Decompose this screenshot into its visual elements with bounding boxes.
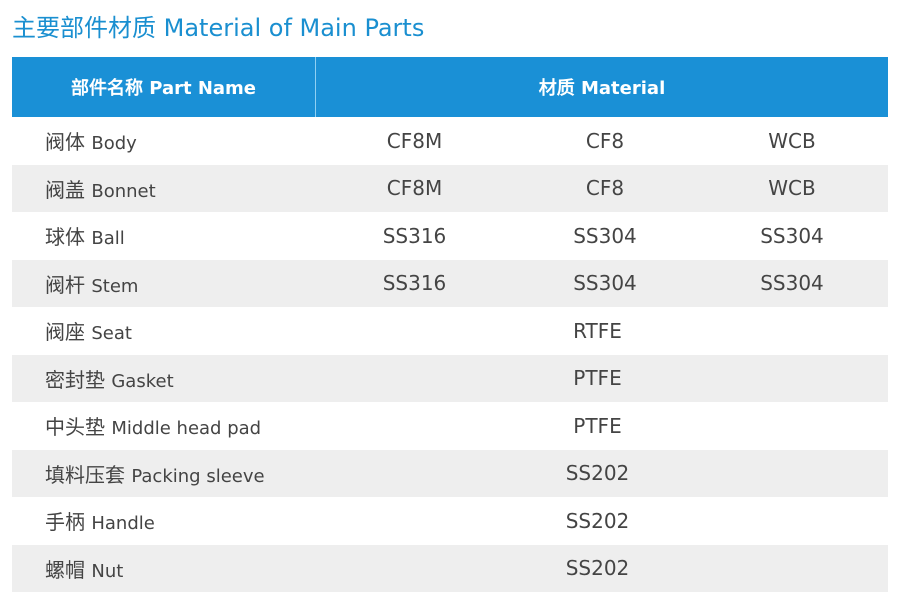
part-name-zh: 阀体 <box>45 130 85 155</box>
material-cell: SS316 <box>382 223 447 248</box>
table-row: 中头垫 Middle head pad PTFE <box>12 402 888 450</box>
part-name-en: Body <box>91 133 137 155</box>
part-name-en: Nut <box>91 560 124 582</box>
material-cell: SS202 <box>565 461 630 486</box>
material-cell: SS304 <box>760 271 824 296</box>
material-cell: WCB <box>768 176 816 201</box>
part-name-zh: 阀盖 <box>45 177 85 202</box>
table-row: 阀盖 Bonnet CF8M CF8 WCB <box>12 164 888 212</box>
part-name-en: Bonnet <box>91 180 156 202</box>
part-name: 球体 Ball <box>12 221 315 250</box>
table-header: 部件名称 Part Name 材质 Material <box>12 57 888 117</box>
material-cell: RTFE <box>573 318 622 343</box>
part-name-zh: 填料压套 <box>45 462 125 487</box>
material-cell: CF8M <box>386 128 443 153</box>
table-row: 球体 Ball SS316 SS304 SS304 <box>12 212 888 260</box>
part-name: 阀杆 Stem <box>12 269 315 298</box>
material-cell: WCB <box>768 128 816 153</box>
material-cell: CF8 <box>585 128 625 153</box>
part-name: 填料压套 Packing sleeve <box>12 459 315 488</box>
part-name: 阀盖 Bonnet <box>12 174 315 203</box>
header-material: 材质 Material <box>538 78 666 99</box>
part-name-zh: 手柄 <box>45 510 85 535</box>
part-name-zh: 中头垫 <box>45 415 105 440</box>
part-name-en: Packing sleeve <box>131 465 265 487</box>
table-row: 阀体 Body CF8M CF8 WCB <box>12 117 888 165</box>
page-title: 主要部件材质 Material of Main Parts <box>12 14 425 42</box>
part-name-zh: 螺帽 <box>45 557 85 582</box>
material-cell: SS304 <box>573 223 637 248</box>
part-name-en: Seat <box>91 323 132 345</box>
table-row: 填料压套 Packing sleeve SS202 <box>12 449 888 497</box>
part-name: 中头垫 Middle head pad <box>12 411 315 440</box>
materials-table: 部件名称 Part Name 材质 Material 阀体 Body CF8M … <box>12 57 888 592</box>
part-name-en: Stem <box>91 275 139 297</box>
material-cell: SS202 <box>565 508 630 533</box>
material-cell: PTFE <box>573 413 622 438</box>
part-name: 阀体 Body <box>12 126 315 155</box>
table-row: 阀座 Seat RTFE <box>12 307 888 355</box>
table-row: 螺帽 Nut SS202 <box>12 544 888 592</box>
part-name: 密封垫 Gasket <box>12 364 315 393</box>
header-part-name: 部件名称 Part Name <box>12 57 316 117</box>
part-name-en: Gasket <box>111 370 174 392</box>
material-cell: SS316 <box>382 271 447 296</box>
material-cell: PTFE <box>573 366 622 391</box>
part-name-zh: 球体 <box>45 225 85 250</box>
part-name-en: Middle head pad <box>111 418 262 440</box>
material-cell: CF8 <box>585 176 625 201</box>
part-name-zh: 阀座 <box>45 320 85 345</box>
table-row: 密封垫 Gasket PTFE <box>12 354 888 402</box>
table-row: 手柄 Handle SS202 <box>12 497 888 545</box>
material-cell: CF8M <box>386 176 443 201</box>
part-name: 阀座 Seat <box>12 316 315 345</box>
part-name: 螺帽 Nut <box>12 554 315 583</box>
part-name-zh: 密封垫 <box>45 367 105 392</box>
material-cell: SS202 <box>565 556 630 581</box>
part-name: 手柄 Handle <box>12 506 315 535</box>
part-name-zh: 阀杆 <box>45 272 85 297</box>
material-cell: SS304 <box>760 223 824 248</box>
table-row: 阀杆 Stem SS316 SS304 SS304 <box>12 259 888 307</box>
part-name-en: Ball <box>91 228 125 250</box>
material-cell: SS304 <box>573 271 637 296</box>
part-name-en: Handle <box>91 513 155 535</box>
